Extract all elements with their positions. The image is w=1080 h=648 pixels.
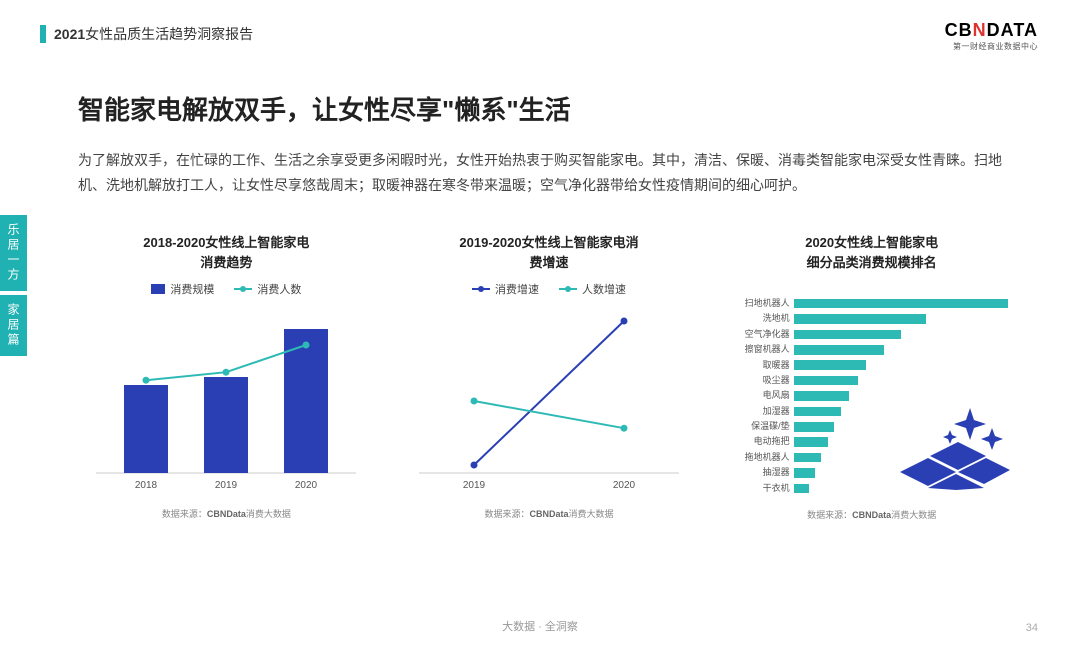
- hbar-label: 取暖器: [732, 358, 790, 373]
- hbar-label: 吸尘器: [732, 373, 790, 388]
- logo-main: CBNDATA: [945, 20, 1038, 41]
- chart1-legend: 消费规模消费人数: [151, 281, 301, 297]
- hbar: [794, 407, 841, 417]
- page-desc: 为了解放双手，在忙碌的工作、生活之余享受更多闲暇时光，女性开始热衷于购买智能家电…: [78, 148, 1002, 198]
- chart2-legend: 消费增速人数增速: [472, 281, 626, 297]
- svg-text:2019: 2019: [215, 480, 238, 491]
- logo: CBNDATA 第一财经商业数据中心: [945, 20, 1038, 52]
- chart1-title: 2018-2020女性线上智能家电消费趋势: [143, 233, 309, 273]
- sparkle-floor-icon: [900, 400, 1010, 490]
- hbar: [794, 422, 835, 432]
- hbar-label: 拖地机器人: [732, 450, 790, 465]
- hbar-label: 电动拖把: [732, 434, 790, 449]
- svg-text:2019: 2019: [463, 480, 486, 491]
- hbar-label: 擦窗机器人: [732, 342, 790, 357]
- hbar-label: 扫地机器人: [732, 296, 790, 311]
- page-title: 智能家电解放双手，让女性尽享"懒系"生活: [78, 90, 571, 127]
- hbar-label: 加湿器: [732, 404, 790, 419]
- hbar: [794, 360, 867, 370]
- sidebar-tab-a: 乐居一方: [0, 215, 27, 291]
- header-text: 2021女性品质生活趋势洞察报告: [54, 24, 253, 44]
- svg-text:2018: 2018: [135, 480, 158, 491]
- hbar: [794, 453, 822, 463]
- hbar: [794, 437, 828, 447]
- chart2-title: 2019-2020女性线上智能家电消费增速: [459, 233, 638, 273]
- header-accent: [40, 25, 46, 43]
- chart1-source: 数据来源：CBNData消费大数据: [162, 507, 291, 520]
- hbar-label: 空气净化器: [732, 327, 790, 342]
- header-report: 女性品质生活趋势洞察报告: [85, 26, 253, 42]
- sidebar-tab-b: 家居篇: [0, 295, 27, 356]
- hbar: [794, 345, 884, 355]
- chart-category-rank: 2020女性线上智能家电细分品类消费规模排名 扫地机器人洗地机空气净化器擦窗机器…: [723, 233, 1020, 521]
- hbar: [794, 468, 815, 478]
- chart3-plot: 扫地机器人洗地机空气净化器擦窗机器人取暖器吸尘器电风扇加湿器保温碟/垫电动拖把拖…: [732, 296, 1012, 496]
- hbar-label: 保温碟/垫: [732, 419, 790, 434]
- hbar: [794, 376, 858, 386]
- chart-growth-rate: 2019-2020女性线上智能家电消费增速 消费增速人数增速 20192020 …: [401, 233, 698, 521]
- hbar-label: 干衣机: [732, 481, 790, 496]
- hbar-label: 抽湿器: [732, 465, 790, 480]
- header-year: 2021: [54, 26, 85, 42]
- hbar: [794, 330, 901, 340]
- chart1-plot: 2018 2019 2020: [96, 303, 356, 495]
- footer-text: 大数据 · 全洞察: [0, 618, 1080, 634]
- hbar-label: 电风扇: [732, 388, 790, 403]
- sidebar: 乐居一方 家居篇: [0, 215, 24, 360]
- header: 2021女性品质生活趋势洞察报告: [40, 24, 253, 44]
- charts-row: 2018-2020女性线上智能家电消费趋势 消费规模消费人数 201820192…: [78, 233, 1020, 521]
- hbar: [794, 391, 850, 401]
- chart2-source: 数据来源：CBNData消费大数据: [484, 507, 613, 520]
- chart-consumption-trend: 2018-2020女性线上智能家电消费趋势 消费规模消费人数 201820192…: [78, 233, 375, 521]
- hbar: [794, 484, 809, 494]
- hbar-label: 洗地机: [732, 311, 790, 326]
- svg-text:2020: 2020: [613, 480, 636, 491]
- hbar: [794, 314, 927, 324]
- svg-text:2020: 2020: [295, 480, 318, 491]
- logo-sub: 第一财经商业数据中心: [945, 41, 1038, 52]
- hbar: [794, 299, 1008, 309]
- chart2-plot: 2019 2020: [419, 303, 679, 495]
- chart3-source: 数据来源：CBNData消费大数据: [807, 508, 936, 521]
- page-number: 34: [1026, 622, 1038, 634]
- chart3-title: 2020女性线上智能家电细分品类消费规模排名: [805, 233, 938, 273]
